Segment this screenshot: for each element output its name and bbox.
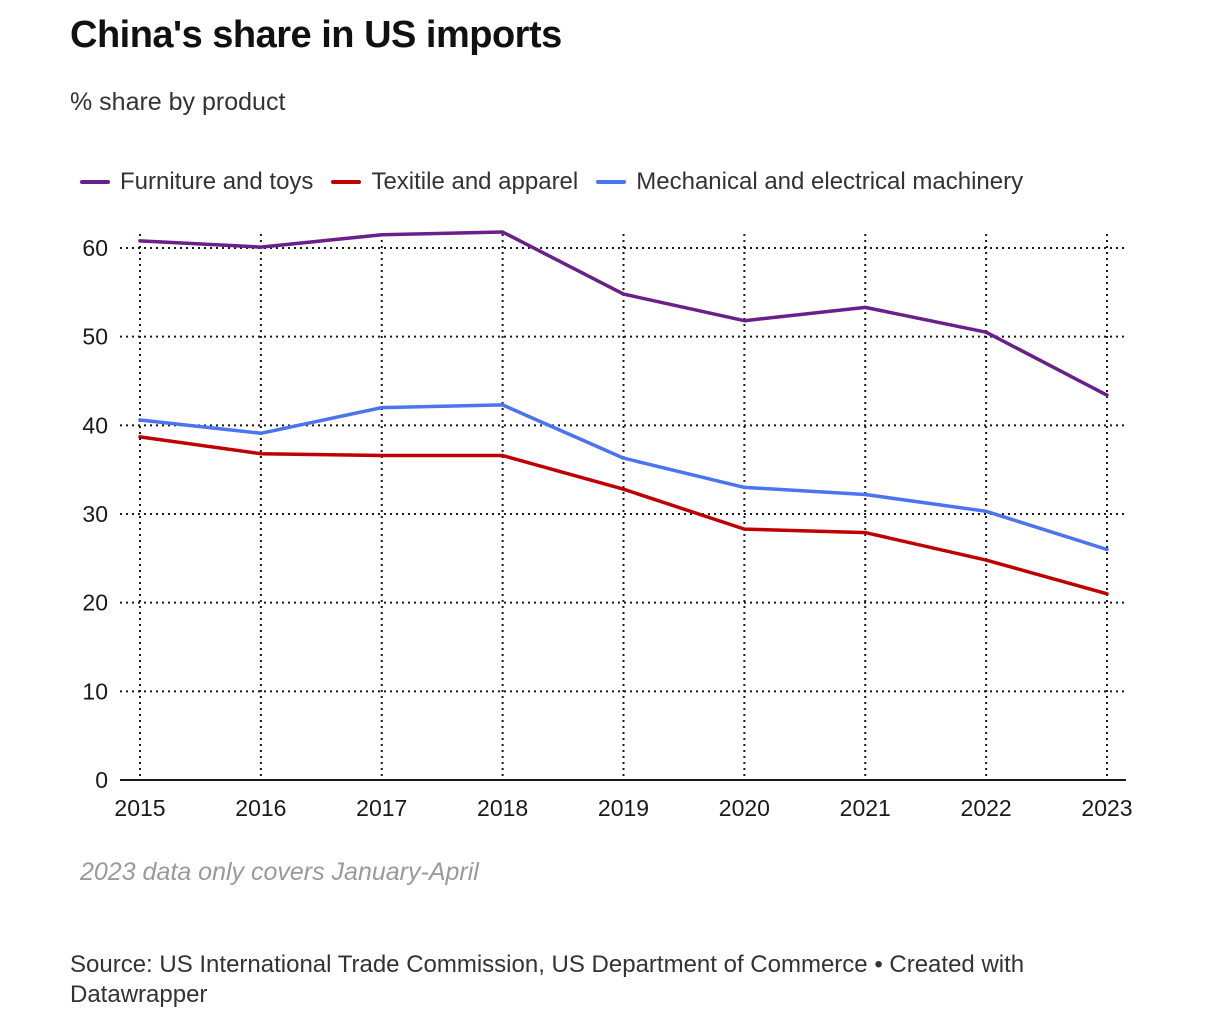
x-tick-label: 2017	[356, 795, 407, 821]
y-tick-label: 40	[82, 412, 108, 438]
y-tick-label: 10	[82, 678, 108, 704]
line-chart: 0 10 20 30 40 50 60 2015 2016 2017 2018 2019 2020 202…	[82, 230, 1133, 821]
x-tick-label: 2021	[840, 795, 891, 821]
series-line-machinery	[138, 403, 1109, 552]
y-tick-label: 20	[82, 590, 108, 616]
chart-legend: Furniture and toys Texitile and apparel …	[80, 168, 1041, 196]
x-tick-label: 2016	[235, 795, 286, 821]
chart-title: China's share in US imports	[70, 14, 562, 56]
x-tick-label: 2020	[719, 795, 770, 821]
legend-item-textile: Texitile and apparel	[331, 168, 578, 196]
x-tick-label: 2022	[961, 795, 1012, 821]
y-tick-label: 30	[82, 501, 108, 527]
legend-swatch-machinery	[596, 180, 627, 184]
legend-item-machinery: Mechanical and electrical machinery	[596, 168, 1023, 196]
y-tick-label: 60	[82, 235, 108, 261]
legend-label-textile: Texitile and apparel	[371, 168, 579, 195]
x-tick-label: 2023	[1081, 795, 1132, 821]
legend-swatch-textile	[331, 180, 362, 184]
chart-subtitle: % share by product	[70, 88, 286, 116]
chart-source: Source: US International Trade Commissio…	[70, 951, 1025, 1008]
y-tick-label: 0	[95, 767, 108, 793]
legend-label-furniture: Furniture and toys	[120, 168, 314, 195]
series-line-textile	[138, 435, 1109, 596]
chart-note: 2023 data only covers January-April	[80, 858, 479, 886]
legend-swatch-furniture	[80, 180, 110, 184]
legend-item-furniture: Furniture and toys	[80, 168, 313, 196]
series-line-furniture	[138, 230, 1109, 397]
y-tick-label: 50	[82, 324, 108, 350]
legend-label-machinery: Mechanical and electrical machinery	[636, 168, 1024, 195]
x-tick-label: 2019	[598, 795, 649, 821]
x-tick-label: 2015	[114, 795, 165, 821]
x-tick-label: 2018	[477, 795, 528, 821]
